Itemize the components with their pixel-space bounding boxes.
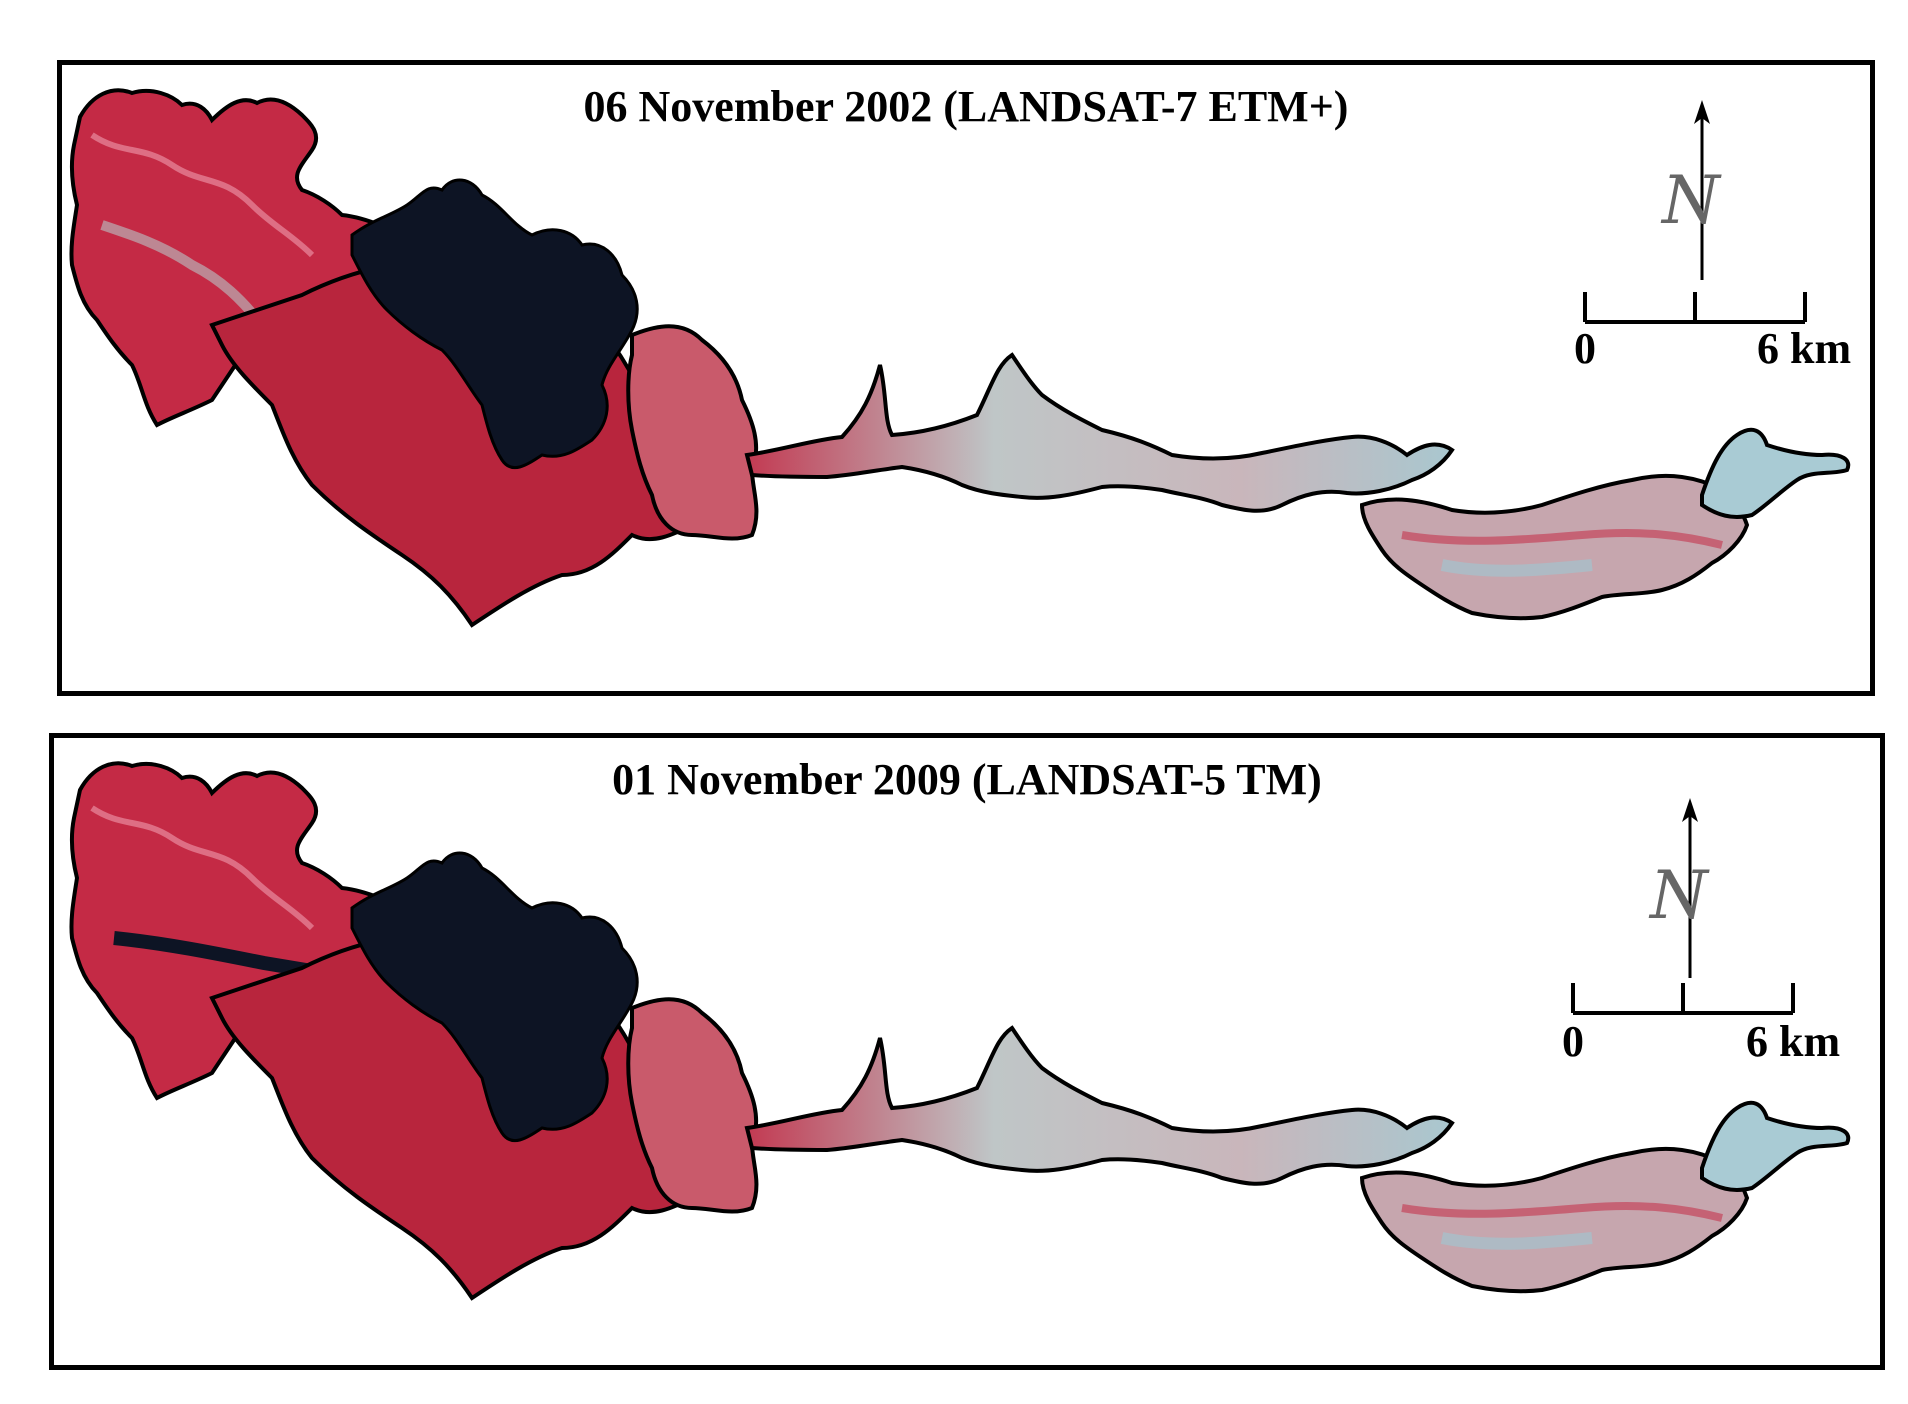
scale-bar	[1571, 983, 1795, 1015]
water-body	[350, 178, 639, 470]
scale-label-end: 6 km	[1746, 1017, 1841, 1066]
north-label: N	[1650, 857, 1708, 934]
water-body	[350, 851, 639, 1143]
map-panel-2002: 06 November 2002 (LANDSAT-7 ETM+) N 0 6 …	[57, 60, 1875, 696]
vegetation-region	[626, 324, 759, 541]
river-channel	[744, 1025, 1455, 1186]
map-title: 06 November 2002 (LANDSAT-7 ETM+)	[583, 82, 1349, 131]
bare-land-region	[1700, 1100, 1851, 1192]
scale-label-start: 0	[1562, 1017, 1584, 1066]
north-arrow	[1694, 100, 1710, 280]
reservoir-map-2009	[69, 761, 1851, 1301]
river-channel	[744, 352, 1455, 513]
scale-label-end: 6 km	[1757, 324, 1852, 373]
scale-label-start: 0	[1574, 324, 1596, 373]
map-title: 01 November 2009 (LANDSAT-5 TM)	[612, 755, 1322, 804]
north-label: N	[1662, 162, 1720, 239]
map-panel-2009: 01 November 2009 (LANDSAT-5 TM) N 0 6 km	[49, 733, 1885, 1370]
bare-land-region	[1359, 1146, 1750, 1294]
bare-land-region	[1359, 473, 1750, 621]
vegetation-region	[626, 997, 759, 1214]
bare-land-region	[1700, 427, 1851, 519]
north-arrow	[1682, 798, 1698, 978]
reservoir-map-2002	[69, 88, 1851, 628]
scale-bar	[1583, 292, 1807, 324]
